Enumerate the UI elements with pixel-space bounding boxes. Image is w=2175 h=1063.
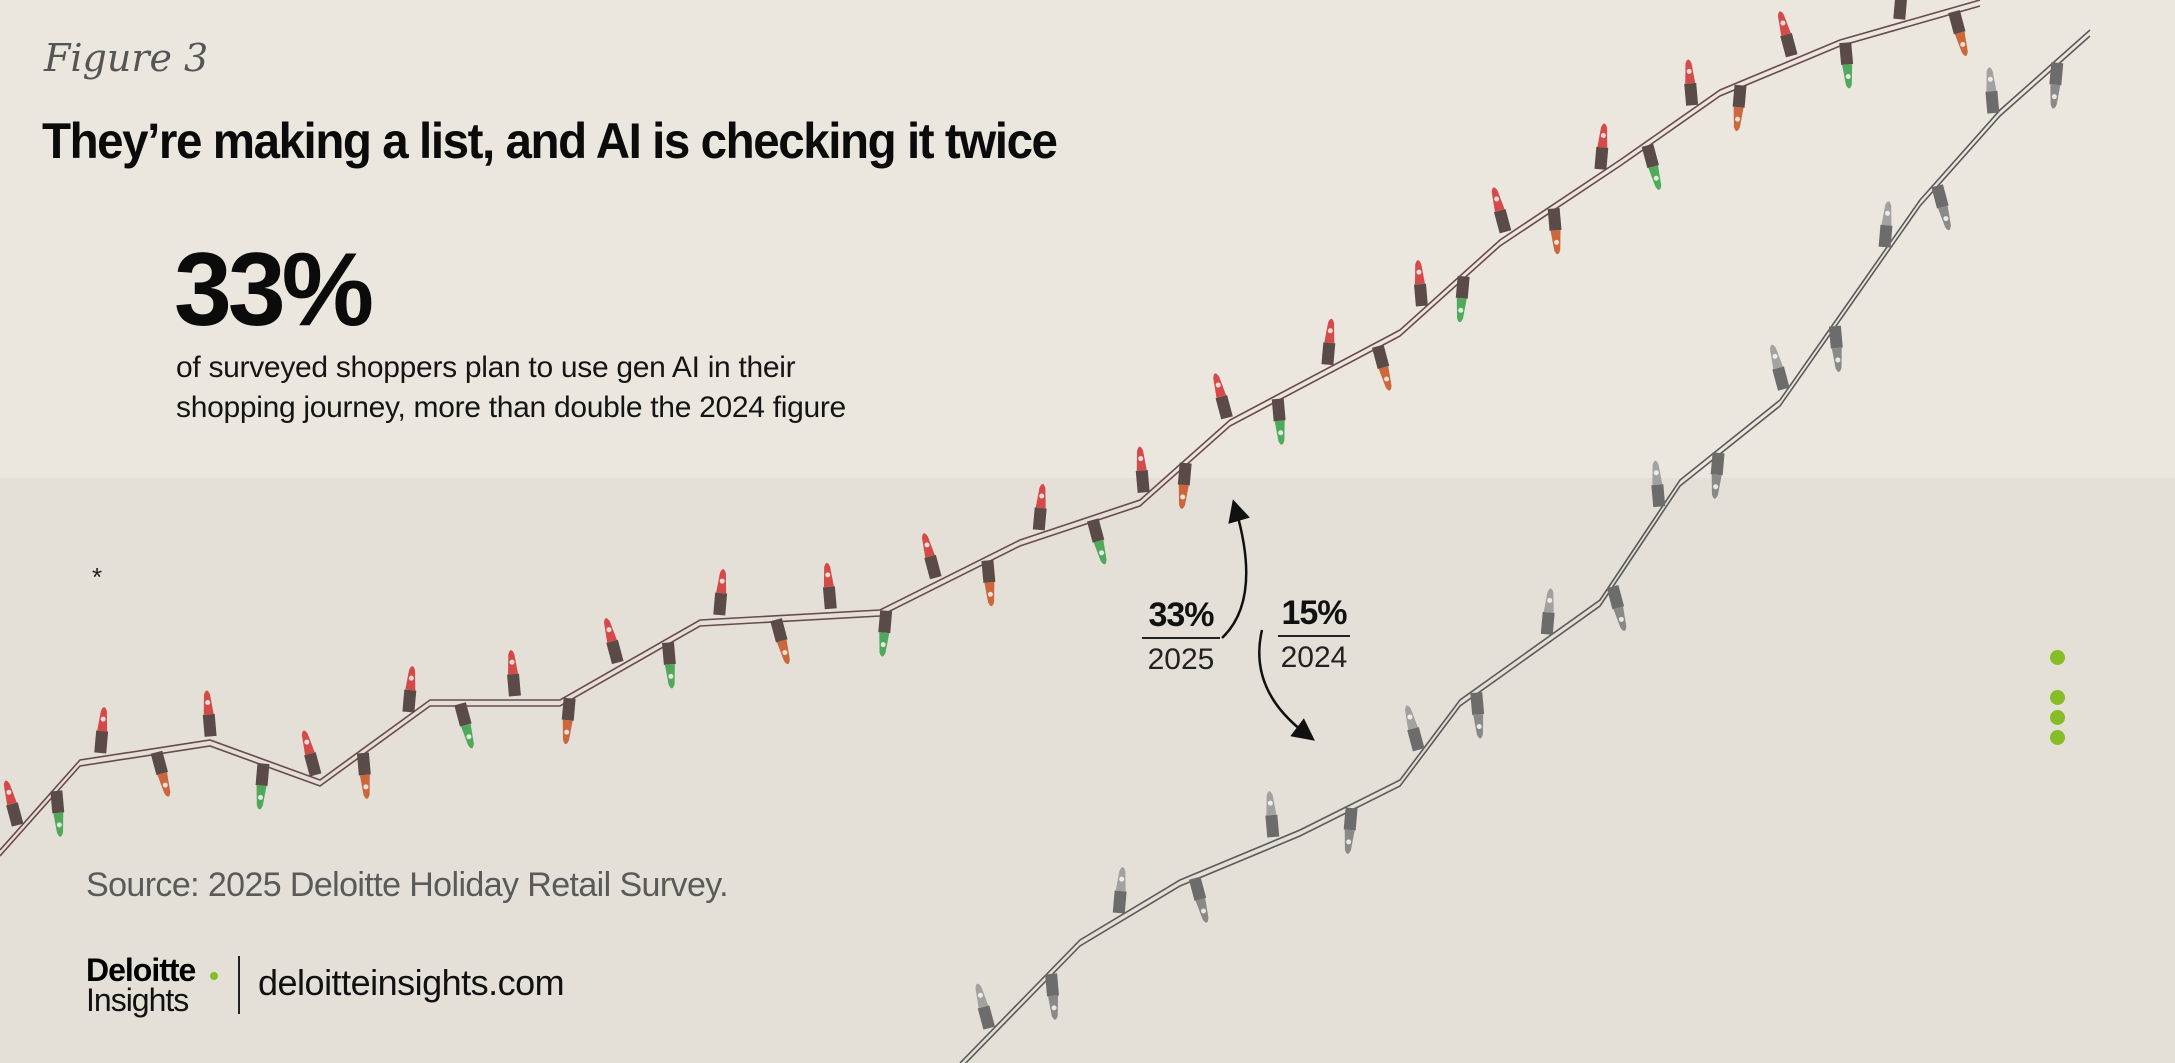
stat-2025: 33% 2025 <box>1142 596 1220 677</box>
light-bulb <box>1878 201 1893 248</box>
light-bulb <box>1651 460 1666 508</box>
light-wire <box>959 29 2091 1063</box>
page-title: They’re making a list, and AI is checkin… <box>42 113 1058 169</box>
light-bulb <box>770 618 790 665</box>
light-bulb <box>975 983 996 1030</box>
light-bulb <box>661 641 676 689</box>
light-bulb <box>1413 260 1428 307</box>
highlight-value: 33% <box>174 232 374 348</box>
stat-2024-value: 15% <box>1278 594 1350 637</box>
light-bulb <box>1606 585 1627 631</box>
stat-2025-year: 2025 <box>1147 643 1215 676</box>
footer-divider <box>238 956 240 1014</box>
logo-dot-icon <box>210 972 218 980</box>
highlight-description: of surveyed shoppers plan to use gen AI … <box>176 351 846 424</box>
light-bulb <box>1985 67 2000 114</box>
light-bulb <box>356 752 371 799</box>
light-bulb <box>150 750 171 797</box>
light-bulb <box>1455 275 1470 323</box>
light-bulb <box>507 650 521 697</box>
light-bulb <box>1470 692 1485 739</box>
stat-2024: 15% 2024 <box>1278 594 1350 675</box>
light-bulb <box>1271 398 1286 445</box>
light-bulb <box>1547 207 1562 255</box>
light-bulb <box>1540 588 1555 635</box>
light-bulb <box>1732 84 1747 132</box>
light-bulb <box>1087 518 1107 565</box>
source-note: Source: 2025 Deloitte Holiday Retail Sur… <box>86 866 729 904</box>
stat-2025-value: 33% <box>1142 596 1220 639</box>
light-wire <box>0 0 1981 851</box>
light-bulb <box>1321 318 1336 366</box>
light-bulb <box>1641 143 1662 190</box>
light-bulb <box>1343 807 1358 854</box>
deloitte-logo: Deloitte <box>86 952 196 988</box>
light-bulb <box>1045 973 1059 1020</box>
light-bulb <box>603 618 624 665</box>
light-bulb <box>1032 484 1047 531</box>
light-bulb <box>1594 123 1609 170</box>
light-bulb <box>255 763 270 810</box>
light-bulb <box>2049 62 2064 109</box>
light-bulb <box>1491 187 1512 234</box>
light-bulb <box>713 569 728 616</box>
light-bulb <box>1710 452 1725 499</box>
light-bulb <box>1839 42 1854 89</box>
light-bulb <box>3 780 24 827</box>
lights-string-2025 <box>0 0 1981 857</box>
light-bulb <box>402 666 417 713</box>
light-bulb <box>454 702 474 749</box>
light-bulb <box>1770 344 1790 391</box>
light-bulb <box>1684 59 1699 106</box>
light-wire <box>964 35 2091 1063</box>
light-bulb <box>922 533 942 580</box>
deloitte-insights-label: Insights <box>86 982 189 1018</box>
asterisk-mark: * <box>92 562 103 592</box>
light-bulb <box>301 730 322 777</box>
light-bulb <box>1135 446 1150 493</box>
light-bulb <box>822 562 837 610</box>
website-link[interactable]: deloitteinsights.com <box>258 962 565 1003</box>
light-bulb <box>878 610 893 657</box>
light-bulb <box>1404 705 1425 752</box>
light-bulb <box>1931 184 1951 231</box>
light-bulb <box>561 697 576 745</box>
light-bulb <box>1777 11 1798 58</box>
light-bulb <box>1948 10 1968 57</box>
light-bulb <box>50 790 65 837</box>
light-bulb <box>1188 876 1209 923</box>
light-bulb <box>94 707 109 754</box>
light-bulb <box>1265 791 1280 838</box>
lights-string-2024 <box>959 29 2091 1063</box>
more-dots-icon <box>2050 650 2066 750</box>
light-bulb <box>1893 0 1908 20</box>
light-bulb <box>1213 373 1233 420</box>
light-bulb <box>1112 867 1127 914</box>
light-bulb <box>1828 325 1843 372</box>
stat-2024-year: 2024 <box>1280 641 1348 674</box>
light-bulb <box>1177 462 1192 509</box>
light-wire <box>0 5 1981 857</box>
light-bulb <box>202 690 217 737</box>
figure-label: Figure 3 <box>44 36 209 80</box>
light-bulb <box>981 559 996 607</box>
light-bulb <box>1371 344 1392 391</box>
